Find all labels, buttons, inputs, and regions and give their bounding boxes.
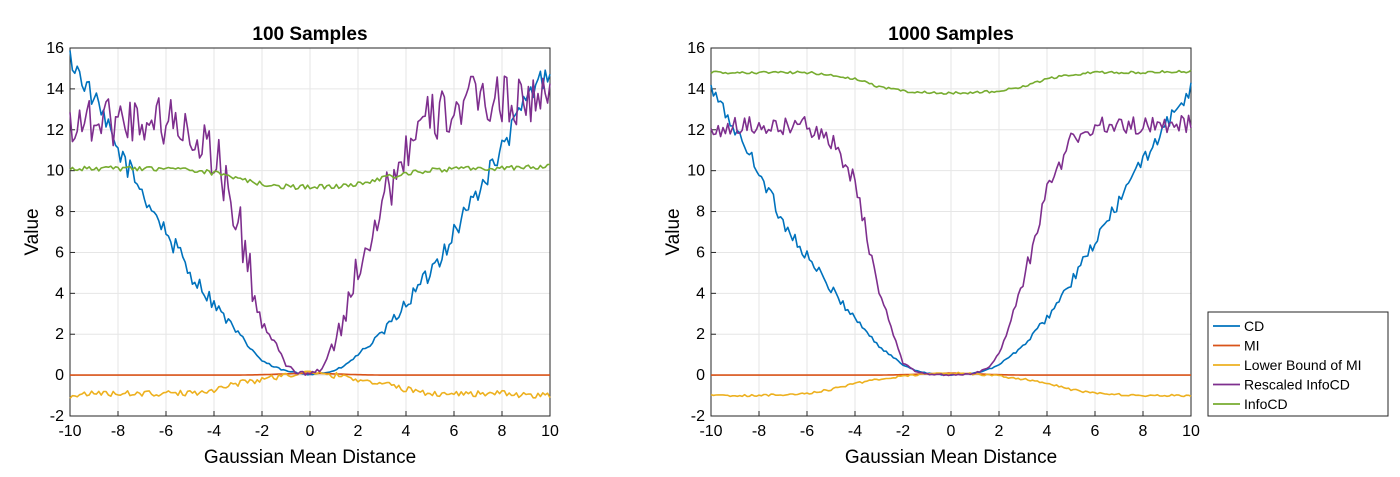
x-tick-label: 10 xyxy=(541,423,559,440)
series-line-infocd xyxy=(69,163,551,190)
series-line-rescaled-infocd xyxy=(69,75,551,376)
x-tick-label: 8 xyxy=(1139,423,1148,440)
x-tick-label: -8 xyxy=(752,423,766,440)
y-tick-label: 0 xyxy=(696,367,705,384)
x-tick-label: 2 xyxy=(995,423,1004,440)
y-tick-label: 0 xyxy=(55,367,64,384)
chart-title: 1000 Samples xyxy=(888,24,1014,45)
y-tick-label: 12 xyxy=(687,122,705,139)
y-tick-label: 2 xyxy=(696,326,705,343)
series-line-lower-bound-of-mi xyxy=(710,371,1192,398)
x-tick-label: -2 xyxy=(896,423,910,440)
x-tick-label: -10 xyxy=(699,423,722,440)
y-tick-label: 8 xyxy=(696,204,705,221)
x-tick-label: -4 xyxy=(848,423,862,440)
legend-entry: CD xyxy=(1213,318,1264,334)
x-axis-label: Gaussian Mean Distance xyxy=(204,447,416,468)
y-tick-label: 8 xyxy=(55,204,64,221)
series-line-infocd xyxy=(710,69,1192,95)
chart-title: 100 Samples xyxy=(252,24,367,45)
y-tick-label: 4 xyxy=(55,285,64,302)
x-tick-label: 2 xyxy=(354,423,363,440)
y-axis-label: Value xyxy=(663,208,684,255)
legend: CD MI Lower Bound of MI Rescaled InfoCD Info… xyxy=(1207,311,1389,417)
y-tick-label: -2 xyxy=(50,408,64,425)
y-tick-label: 16 xyxy=(687,40,705,57)
x-tick-label: 4 xyxy=(402,423,411,440)
y-tick-label: 2 xyxy=(55,326,64,343)
legend-entry: Rescaled InfoCD xyxy=(1213,377,1350,393)
legend-entry: InfoCD xyxy=(1213,396,1288,412)
legend-entry: Lower Bound of MI xyxy=(1213,357,1362,373)
x-tick-label: -2 xyxy=(255,423,269,440)
y-tick-label: 14 xyxy=(46,81,64,98)
chart-100-samples: 100 Samples -10 -8 -6 -4 -2 0 2 4 6 8 10 -2 0 2 4 6 8 10 1… xyxy=(22,24,559,468)
legend-label: Lower Bound of MI xyxy=(1244,357,1362,373)
tick-labels: -10 -8 -6 -4 -2 0 2 4 6 8 10 -2 0 2 4 6 8 10 12 14 16 xyxy=(46,40,559,440)
series-lines xyxy=(69,50,551,399)
legend-label: CD xyxy=(1244,318,1264,334)
x-tick-label: 10 xyxy=(1182,423,1200,440)
x-tick-label: 4 xyxy=(1043,423,1052,440)
x-tick-label: 6 xyxy=(450,423,459,440)
y-tick-label: 16 xyxy=(46,40,64,57)
y-tick-label: -2 xyxy=(691,408,705,425)
y-tick-label: 6 xyxy=(696,244,705,261)
x-tick-label: -8 xyxy=(111,423,125,440)
legend-label: Rescaled InfoCD xyxy=(1244,377,1350,393)
legend-box xyxy=(1207,311,1389,417)
x-tick-label: 6 xyxy=(1091,423,1100,440)
series-line-rescaled-infocd xyxy=(710,114,1192,377)
y-tick-label: 10 xyxy=(46,163,64,180)
legend-label: MI xyxy=(1244,338,1260,354)
y-tick-label: 14 xyxy=(687,81,705,98)
series-lines xyxy=(710,69,1192,398)
legend-label: InfoCD xyxy=(1244,396,1288,412)
x-axis-label: Gaussian Mean Distance xyxy=(845,447,1057,468)
y-tick-label: 4 xyxy=(696,285,705,302)
x-tick-label: 0 xyxy=(947,423,956,440)
x-tick-label: -6 xyxy=(800,423,814,440)
y-tick-label: 10 xyxy=(687,163,705,180)
grid-lines xyxy=(710,47,1192,417)
y-tick-label: 6 xyxy=(55,244,64,261)
x-tick-label: 0 xyxy=(306,423,315,440)
y-tick-label: 12 xyxy=(46,122,64,139)
series-line-lower-bound-of-mi xyxy=(69,370,551,399)
x-tick-label: 8 xyxy=(498,423,507,440)
y-axis-label: Value xyxy=(22,208,43,255)
x-tick-label: -4 xyxy=(207,423,221,440)
tick-labels: -10 -8 -6 -4 -2 0 2 4 6 8 10 -2 0 2 4 6 8 10 12 14 16 xyxy=(687,40,1200,440)
x-tick-label: -10 xyxy=(58,423,81,440)
legend-entry: MI xyxy=(1213,338,1260,354)
x-tick-label: -6 xyxy=(159,423,173,440)
chart-1000-samples: 1000 Samples -10 -8 -6 -4 -2 0 2 4 6 8 10 -2 0 2 4 6 8 10… xyxy=(663,24,1200,468)
